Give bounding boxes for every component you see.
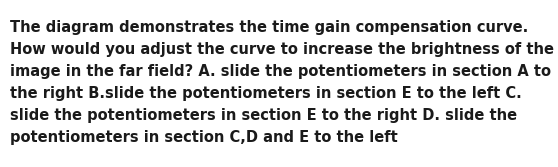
- Text: How would you adjust the curve to increase the brightness of the: How would you adjust the curve to increa…: [10, 42, 554, 57]
- Text: image in the far field? A. slide the potentiometers in section A to: image in the far field? A. slide the pot…: [10, 64, 551, 79]
- Text: the right B.slide the potentiometers in section E to the left C.: the right B.slide the potentiometers in …: [10, 86, 522, 101]
- Text: slide the potentiometers in section E to the right D. slide the: slide the potentiometers in section E to…: [10, 108, 517, 123]
- Text: potentiometers in section C,D and E to the left: potentiometers in section C,D and E to t…: [10, 130, 398, 145]
- Text: The diagram demonstrates the time gain compensation curve.: The diagram demonstrates the time gain c…: [10, 20, 528, 35]
